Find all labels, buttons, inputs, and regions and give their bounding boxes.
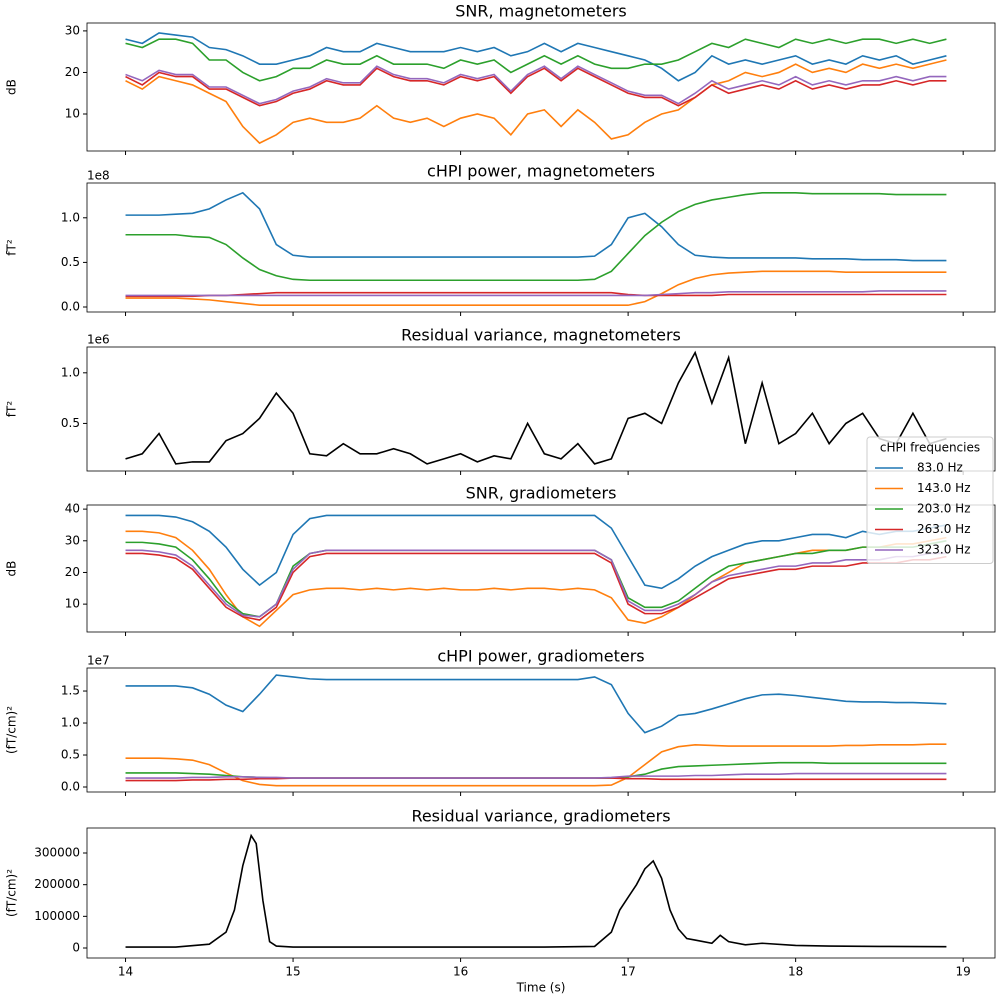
series-line (125, 32, 947, 82)
series-line (125, 540, 947, 618)
panel-title: SNR, gradiometers (466, 484, 617, 503)
axes-frame (86, 22, 996, 152)
y-offset-text: 1e7 (87, 654, 110, 668)
y-tick-label: 200000 (34, 877, 80, 891)
series-line (125, 192, 947, 282)
x-axis-label: Time (s) (516, 981, 566, 995)
y-tick-label: 0 (72, 940, 80, 954)
y-tick-label: 0.5 (61, 416, 80, 430)
y-tick-label: 1.0 (61, 210, 80, 224)
series-line (125, 191, 947, 262)
x-tick-label: 19 (956, 965, 971, 979)
series-line (125, 350, 947, 465)
series-line (125, 674, 947, 734)
axes-frame (86, 827, 996, 959)
panel-title: Residual variance, magnetometers (401, 326, 681, 345)
y-axis-label: dB (5, 79, 19, 95)
x-tick-label: 15 (285, 965, 300, 979)
series-line (125, 743, 947, 787)
legend-label: 143.0 Hz (917, 481, 971, 495)
legend-title: cHPI frequencies (880, 441, 980, 455)
series-line (125, 549, 947, 618)
y-tick-label: 30 (65, 533, 80, 547)
series-line (125, 530, 947, 628)
y-offset-text: 1e8 (87, 169, 110, 183)
y-tick-label: 300000 (34, 846, 80, 860)
y-axis-label: fT² (5, 239, 19, 256)
y-tick-label: 30 (65, 23, 80, 37)
y-tick-label: 0.0 (61, 780, 80, 794)
series-line (125, 59, 947, 145)
y-axis-label: (fT/cm)² (5, 706, 19, 754)
legend: cHPI frequencies 83.0 Hz 143.0 Hz 203.0 Hz 2… (866, 436, 994, 564)
y-tick-label: 10 (65, 107, 80, 121)
axes-frame (86, 504, 996, 633)
series-line (125, 290, 947, 297)
legend-label: 83.0 Hz (917, 461, 963, 475)
y-tick-label: 0.5 (61, 748, 80, 762)
series-line (125, 67, 947, 107)
series-line (125, 65, 947, 105)
legend-label: 323.0 Hz (917, 543, 971, 557)
series-line (125, 833, 947, 948)
axes-frame (86, 182, 996, 313)
y-tick-label: 1.0 (61, 716, 80, 730)
y-tick-label: 10 (65, 597, 80, 611)
series-line (125, 291, 947, 298)
x-tick-label: 16 (453, 965, 468, 979)
y-tick-label: 20 (65, 565, 80, 579)
panel-title: Residual variance, gradiometers (411, 807, 670, 826)
series-line (125, 761, 947, 779)
y-tick-label: 1.5 (61, 684, 80, 698)
series-line (125, 772, 947, 779)
y-tick-label: 0.0 (61, 300, 80, 314)
legend-label: 263.0 Hz (917, 522, 971, 536)
series-line (125, 552, 947, 621)
y-tick-label: 0.5 (61, 255, 80, 269)
x-tick-label: 17 (620, 965, 635, 979)
y-tick-label: 20 (65, 65, 80, 79)
series-line (125, 38, 947, 82)
axes-frame (86, 346, 996, 472)
series-line (125, 514, 947, 590)
series-line (125, 270, 947, 307)
y-tick-label: 100000 (34, 909, 80, 923)
axes-frame (86, 667, 996, 793)
y-tick-label: 1.0 (61, 365, 80, 379)
y-axis-label: (fT/cm)² (5, 869, 19, 917)
x-tick-label: 18 (788, 965, 803, 979)
legend-label: 203.0 Hz (917, 502, 971, 516)
y-offset-text: 1e6 (87, 333, 110, 347)
x-tick-label: 14 (118, 965, 133, 979)
panel-title: SNR, magnetometers (455, 2, 626, 21)
panel-title: cHPI power, magnetometers (427, 162, 655, 181)
panel-title: cHPI power, gradiometers (437, 647, 644, 666)
y-tick-label: 40 (65, 502, 80, 516)
y-axis-label: dB (5, 561, 19, 577)
y-axis-label: fT² (5, 401, 19, 418)
